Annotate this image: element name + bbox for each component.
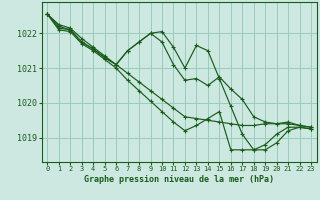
X-axis label: Graphe pression niveau de la mer (hPa): Graphe pression niveau de la mer (hPa) <box>84 175 274 184</box>
